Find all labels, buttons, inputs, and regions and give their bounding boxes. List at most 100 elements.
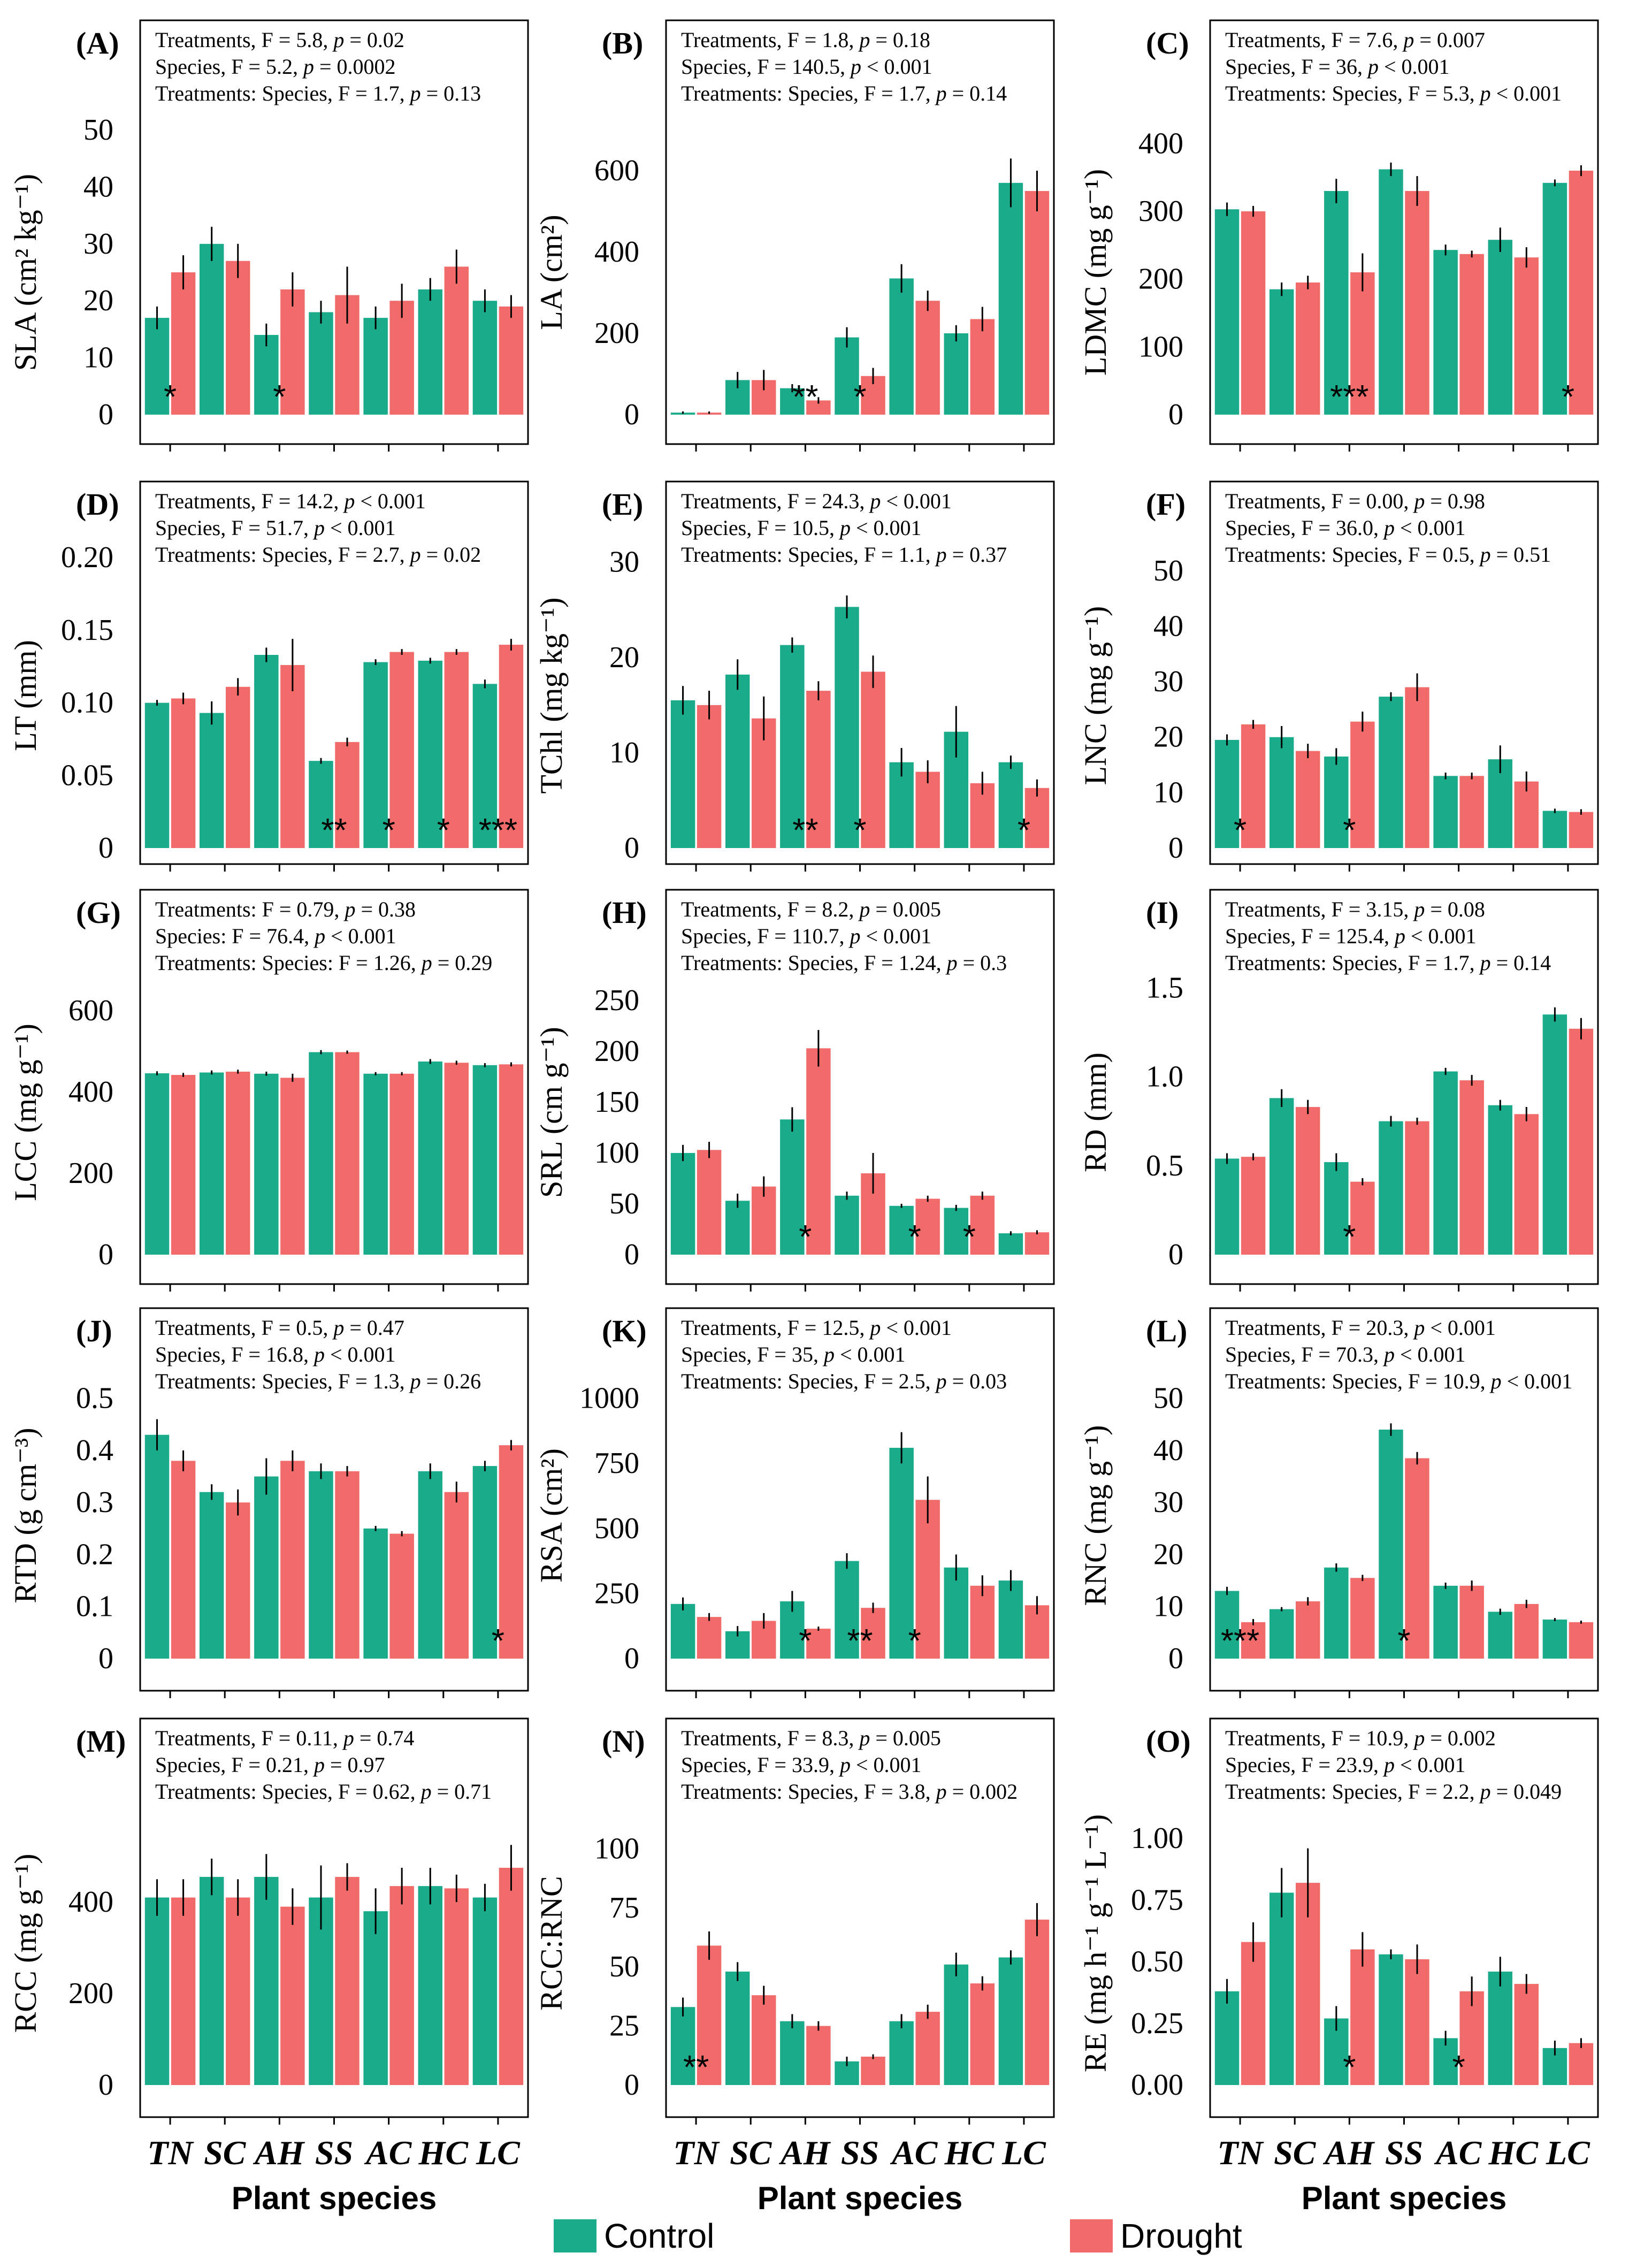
panel-h: (H) Treatments, F = 8.2, p = 0.005 Species…: [534, 889, 1055, 1292]
significance-marker: *: [963, 1219, 976, 1256]
bar-control-ss: [1379, 1121, 1403, 1255]
significance-marker: *: [1397, 1623, 1410, 1660]
stats-line: Treatments: Species, F = 2.2, p = 0.049: [1225, 1780, 1562, 1804]
y-tick-label: 500: [594, 1512, 639, 1545]
bar-control-hc: [418, 1062, 442, 1255]
stats-line: Treatments: Species: F = 1.26, p = 0.29: [155, 951, 492, 975]
stats-line: Treatments: Species, F = 5.3, p < 0.001: [1225, 81, 1562, 105]
y-axis-label: RD (mm): [1078, 1052, 1113, 1172]
panel-letter: (M): [76, 1724, 126, 1759]
y-tick-label: 20: [83, 284, 113, 317]
bar-control-ac: [1433, 1585, 1458, 1659]
y-tick-label: 200: [594, 317, 639, 350]
bar-drought-lc: [1024, 1919, 1050, 2085]
bar-drought-hc: [1514, 1984, 1539, 2085]
y-tick-label: 200: [594, 1035, 639, 1068]
bar-drought-hc: [1514, 781, 1539, 848]
bar-control-tn: [144, 1073, 170, 1255]
bar-control-ac: [363, 1911, 388, 2085]
bar-control-lc: [1542, 811, 1567, 848]
bar-drought-ah: [806, 2026, 831, 2085]
bar-drought-hc: [1514, 1603, 1539, 1659]
stats-line: Treatments, F = 20.3, p < 0.001: [1225, 1316, 1496, 1340]
significance-marker: *: [492, 1623, 504, 1660]
bar-control-hc: [418, 1886, 442, 2085]
stats-line: Species, F = 16.8, p < 0.001: [155, 1342, 396, 1366]
bar-control-ss: [309, 1052, 333, 1255]
y-tick-label: 750: [594, 1447, 639, 1480]
bar-drought-tn: [1241, 1157, 1266, 1255]
bar-control-ah: [254, 335, 279, 415]
y-tick-label: 0.4: [76, 1434, 113, 1467]
y-axis-label: RNC (mg g⁻¹): [1078, 1425, 1113, 1606]
bar-control-tn: [670, 1603, 695, 1659]
bar-drought-ac: [389, 1533, 414, 1659]
y-axis-label: RE (mg h⁻¹ g⁻¹ L⁻¹): [1078, 1814, 1113, 2072]
bar-control-tn: [1214, 209, 1240, 415]
bar-drought-ss: [1405, 1458, 1429, 1659]
y-tick-label: 10: [609, 736, 639, 769]
stats-line: Species, F = 36.0, p < 0.001: [1225, 516, 1466, 540]
panel-j: (J) Treatments, F = 0.5, p = 0.47Species,…: [8, 1307, 529, 1698]
panel-letter: (L): [1146, 1314, 1187, 1348]
bar-control-ac: [889, 1448, 914, 1659]
bar-control-tn: [144, 318, 170, 415]
stats-line: Treatments: Species, F = 0.62, p = 0.71: [155, 1780, 492, 1804]
stats-line: Species, F = 140.5, p < 0.001: [681, 55, 932, 79]
y-tick-label: 1.00: [1131, 1822, 1183, 1855]
y-tick-label: 50: [609, 1187, 639, 1220]
x-tick-label: AC: [1434, 2134, 1482, 2172]
y-axis-label: SLA (cm² kg⁻¹): [8, 174, 43, 371]
bar-control-ah: [780, 645, 805, 848]
significance-marker: *: [437, 812, 450, 849]
bar-drought-ah: [280, 1461, 305, 1659]
bar-drought-lc: [1569, 1028, 1594, 1255]
bar-drought-tn: [1241, 211, 1266, 415]
bar-drought-ah: [806, 1048, 831, 1255]
bar-drought-sc: [226, 1502, 250, 1659]
y-tick-label: 0.25: [1131, 2007, 1183, 2040]
y-tick-label: 30: [1153, 1486, 1183, 1519]
y-tick-label: 30: [609, 546, 639, 579]
bar-drought-sc: [1296, 1601, 1320, 1659]
bar-control-sc: [1269, 289, 1294, 415]
y-tick-label: 250: [594, 984, 639, 1017]
bar-control-ss: [1379, 169, 1403, 415]
bar-drought-tn: [171, 1075, 196, 1255]
bar-control-ah: [254, 655, 279, 848]
bar-control-ac: [363, 662, 388, 848]
x-tick-label: SS: [315, 2134, 353, 2172]
y-tick-label: 1000: [579, 1382, 639, 1415]
bar-control-tn: [1214, 1991, 1240, 2085]
bar-control-ah: [1324, 191, 1349, 415]
significance-marker: ***: [1221, 1623, 1259, 1660]
bar-drought-lc: [499, 306, 524, 415]
bar-drought-ac: [915, 772, 940, 848]
panel-letter: (B): [602, 26, 643, 60]
x-tick-label: LC: [1546, 2134, 1590, 2172]
stats-line: Treatments: Species, F = 1.1, p = 0.37: [681, 543, 1007, 567]
bar-control-tn: [144, 702, 170, 848]
y-tick-label: 30: [1153, 665, 1183, 698]
bar-drought-ac: [389, 301, 414, 415]
significance-marker: *: [1018, 812, 1030, 849]
bar-drought-ah: [280, 1078, 305, 1255]
panel-frame: [665, 889, 1055, 1285]
bar-control-ah: [254, 1073, 279, 1255]
bar-control-ac: [1433, 776, 1458, 848]
stats-line: Treatments: Species, F = 1.7, p = 0.13: [155, 81, 481, 105]
y-tick-label: 400: [68, 1075, 113, 1109]
y-tick-label: 1.0: [1146, 1060, 1183, 1094]
bar-drought-ss: [861, 2057, 885, 2085]
y-axis-label: LCC (mg g⁻¹): [8, 1024, 43, 1201]
x-axis-title: Plant species: [232, 2180, 437, 2216]
panel-letter: (D): [76, 487, 119, 522]
stats-line: Species, F = 23.9, p < 0.001: [1225, 1753, 1466, 1777]
bar-control-ss: [1379, 1954, 1403, 2085]
panel-frame: [665, 1717, 1055, 2118]
bar-control-hc: [944, 1964, 968, 2085]
x-tick-label: HC: [944, 2134, 995, 2172]
panel-o: (O) Treatments, F = 10.9, p = 0.002 Specie…: [1078, 1717, 1599, 2216]
y-axis-label: SRL (cm g⁻¹): [534, 1027, 569, 1198]
stats-line: Treatments: Species, F = 0.5, p = 0.51: [1225, 543, 1551, 567]
